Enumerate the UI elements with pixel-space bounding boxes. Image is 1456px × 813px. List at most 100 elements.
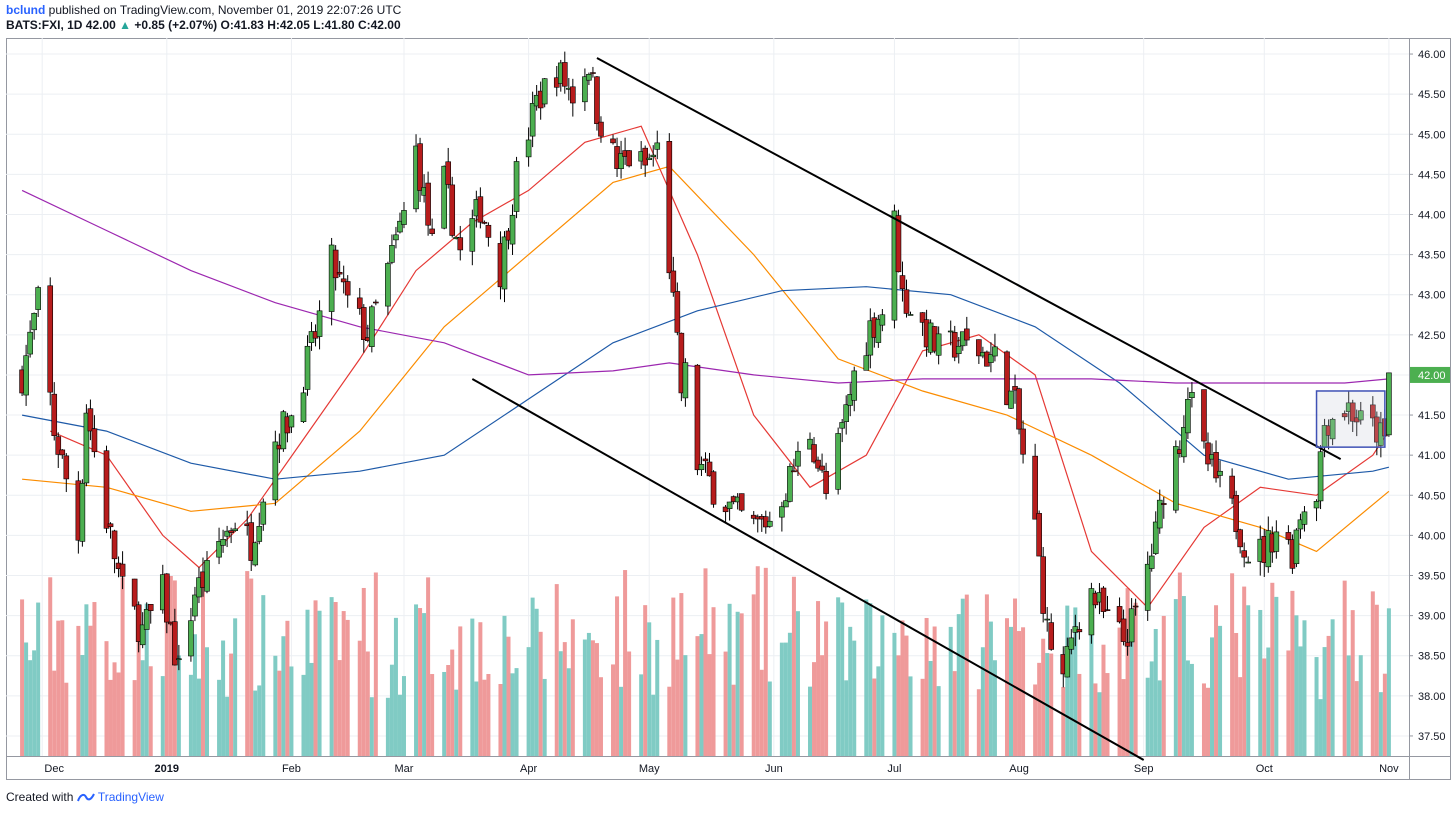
candle-body bbox=[586, 73, 592, 81]
volume-bar bbox=[1069, 645, 1074, 756]
candle-body bbox=[650, 154, 657, 157]
volume-bar bbox=[1342, 580, 1347, 756]
volume-bar bbox=[900, 620, 905, 756]
volume-bar bbox=[836, 597, 841, 756]
candle-body bbox=[1148, 555, 1155, 569]
candle-body bbox=[35, 287, 41, 310]
volume-bar bbox=[1210, 637, 1215, 756]
last-price: 42.00 bbox=[85, 18, 116, 32]
candle-body bbox=[224, 530, 230, 537]
volume-bar bbox=[904, 635, 909, 756]
author-link[interactable]: bclund bbox=[6, 3, 46, 17]
candle-body bbox=[1044, 618, 1050, 621]
volume-bar bbox=[655, 639, 660, 756]
volume-bar bbox=[1242, 586, 1247, 756]
candle-body bbox=[300, 392, 307, 422]
candle-body bbox=[1104, 609, 1111, 611]
volume-bar bbox=[619, 686, 624, 756]
volume-bar bbox=[1037, 662, 1042, 756]
volume-bar bbox=[582, 639, 587, 756]
price-change: +0.85 (+2.07%) bbox=[134, 18, 218, 32]
volume-bar bbox=[876, 666, 881, 756]
chart-area[interactable]: 46.00 45.50 45.00 44.50 44.00 43.50 43.00 42.50… bbox=[6, 38, 1451, 780]
candle-body bbox=[340, 278, 347, 283]
y-tick-label: 41.50 bbox=[1418, 410, 1446, 422]
candle-body bbox=[397, 220, 403, 233]
volume-bar bbox=[176, 655, 181, 756]
candle-body bbox=[1185, 398, 1191, 434]
consolidation-box bbox=[1315, 390, 1386, 448]
candle-body bbox=[1233, 494, 1239, 532]
candle-body bbox=[992, 346, 998, 357]
x-tick-label: May bbox=[639, 763, 660, 775]
volume-bar bbox=[1346, 655, 1351, 756]
volume-bar bbox=[385, 697, 390, 756]
volume-bar bbox=[936, 686, 941, 756]
volume-bar bbox=[980, 647, 985, 756]
candle-body bbox=[91, 428, 98, 453]
candle-body bbox=[561, 62, 568, 87]
volume-bar bbox=[36, 602, 41, 756]
volume-bar bbox=[446, 665, 451, 756]
candle-body bbox=[513, 161, 520, 212]
volume-bar bbox=[988, 621, 993, 756]
candle-body bbox=[525, 139, 532, 158]
volume-bar bbox=[1314, 657, 1319, 756]
volume-bar bbox=[64, 682, 69, 756]
candle-body bbox=[1301, 511, 1308, 525]
volume-bar bbox=[1382, 673, 1387, 756]
candle-body bbox=[903, 289, 910, 314]
volume-bar bbox=[1097, 692, 1102, 756]
volume-bar bbox=[1322, 647, 1327, 756]
volume-bar bbox=[896, 655, 901, 756]
x-tick-label: Nov bbox=[1379, 763, 1399, 775]
volume-bar bbox=[450, 649, 455, 756]
candle-body bbox=[976, 339, 982, 357]
volume-bar bbox=[313, 600, 318, 756]
candle-body bbox=[1048, 622, 1055, 650]
volume-bar bbox=[32, 650, 37, 756]
candle-body bbox=[1012, 386, 1018, 391]
volume-bar bbox=[1089, 611, 1094, 756]
y-tick-label: 41.00 bbox=[1418, 450, 1446, 462]
volume-bar bbox=[1049, 653, 1054, 756]
volume-bar bbox=[820, 655, 825, 756]
volume-bar bbox=[1370, 591, 1375, 756]
volume-bar bbox=[647, 622, 652, 756]
candle-body bbox=[787, 466, 793, 502]
volume-bar bbox=[840, 602, 845, 756]
volume-bar bbox=[393, 617, 398, 756]
candle-body bbox=[188, 620, 194, 657]
candle-body bbox=[27, 331, 33, 355]
volume-bar bbox=[920, 678, 925, 756]
volume-bar bbox=[562, 642, 567, 756]
volume-bar bbox=[984, 594, 989, 756]
candle-body bbox=[417, 143, 423, 191]
volume-bar bbox=[369, 697, 374, 756]
candle-body bbox=[83, 412, 90, 484]
volume-bar bbox=[422, 613, 427, 756]
candle-body bbox=[63, 455, 70, 480]
y-tick-label: 44.00 bbox=[1418, 209, 1446, 221]
candle-body bbox=[819, 465, 825, 471]
candle-body bbox=[867, 320, 874, 356]
price-chart[interactable]: 46.00 45.50 45.00 44.50 44.00 43.50 43.00 42.50… bbox=[6, 38, 1451, 780]
candle-body bbox=[807, 438, 813, 450]
candle-body bbox=[111, 530, 118, 560]
volume-bar bbox=[787, 632, 792, 756]
volume-bar bbox=[168, 575, 173, 756]
volume-bar bbox=[474, 681, 479, 756]
volume-bar bbox=[723, 651, 728, 756]
candle-body bbox=[1004, 351, 1010, 406]
y-tick-label: 45.50 bbox=[1418, 89, 1446, 101]
volume-bar bbox=[289, 666, 294, 756]
candle-body bbox=[843, 404, 849, 422]
candle-body bbox=[1036, 513, 1042, 557]
candle-body bbox=[610, 138, 616, 144]
tradingview-brand[interactable]: TradingView bbox=[97, 790, 164, 804]
y-tick-label: 42.50 bbox=[1418, 330, 1446, 342]
x-tick-label: Sep bbox=[1134, 763, 1154, 775]
volume-bar bbox=[1374, 604, 1379, 756]
candle-body bbox=[1205, 442, 1211, 465]
candle-body bbox=[1160, 503, 1167, 505]
